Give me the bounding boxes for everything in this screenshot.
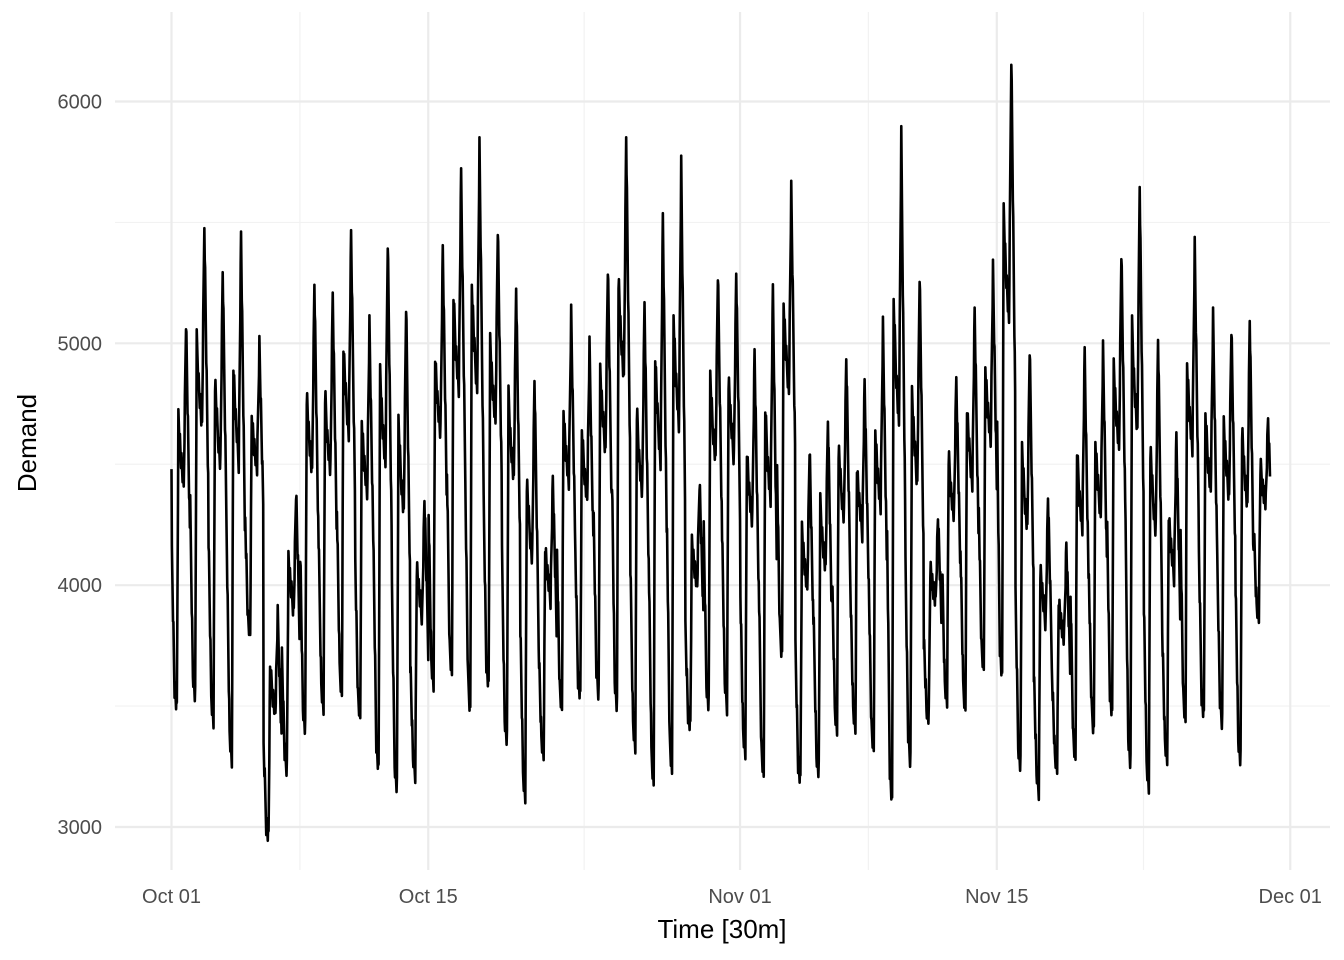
x-axis-tick-labels: Oct 01 Oct 15 Nov 01 Nov 15 Dec 01 <box>142 886 1322 908</box>
demand-series-line <box>170 63 1272 843</box>
y-axis-tick-labels: 3000 4000 5000 6000 <box>58 92 103 840</box>
minor-gridlines <box>115 12 1330 870</box>
y-tick-label: 6000 <box>58 92 103 114</box>
y-axis-title: Demand <box>12 394 42 492</box>
x-axis-title: Time [30m] <box>657 914 786 944</box>
x-tick-label: Nov 15 <box>965 886 1028 908</box>
y-tick-label: 4000 <box>58 575 103 597</box>
x-tick-label: Nov 01 <box>708 886 771 908</box>
y-tick-label: 5000 <box>58 333 103 355</box>
y-tick-label: 3000 <box>58 817 103 839</box>
x-tick-label: Oct 15 <box>399 886 458 908</box>
x-tick-label: Dec 01 <box>1259 886 1322 908</box>
major-gridlines <box>115 12 1330 870</box>
x-tick-label: Oct 01 <box>142 886 201 908</box>
